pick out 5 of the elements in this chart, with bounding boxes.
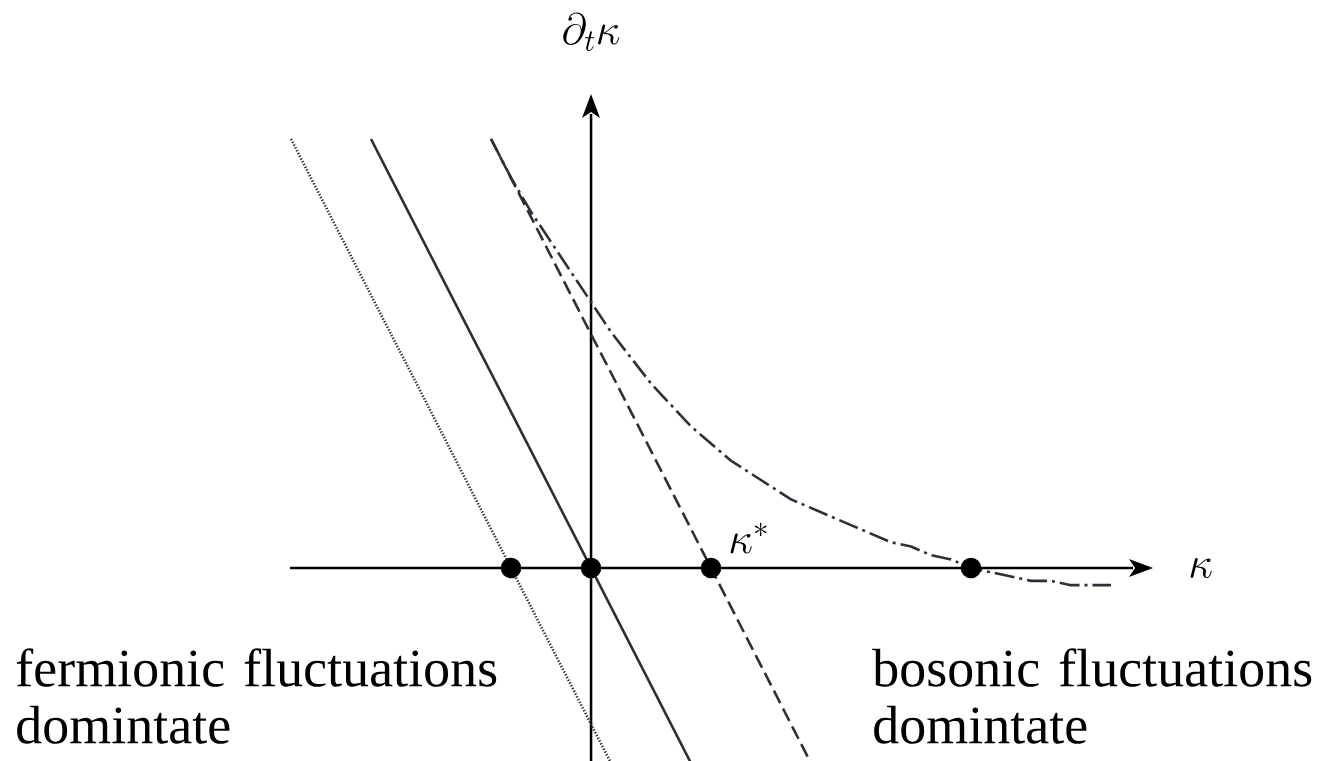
text: $\kappa$ xyxy=(1190,558,1212,578)
annotation: fermionic fluctuations domintate xyxy=(16,648,497,744)
annotation: bosonic fluctuations domintate xyxy=(872,648,1312,744)
annotation: $\kappa^{*}$ xyxy=(730,522,767,554)
text: $\partial_t\kappa$ xyxy=(563,12,620,51)
